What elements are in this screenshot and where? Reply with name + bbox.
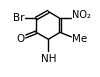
Text: O: O (17, 34, 25, 44)
Text: Me: Me (72, 33, 88, 44)
Text: NH: NH (41, 54, 56, 64)
Text: NO₂: NO₂ (72, 10, 91, 20)
Text: Br: Br (13, 13, 24, 23)
